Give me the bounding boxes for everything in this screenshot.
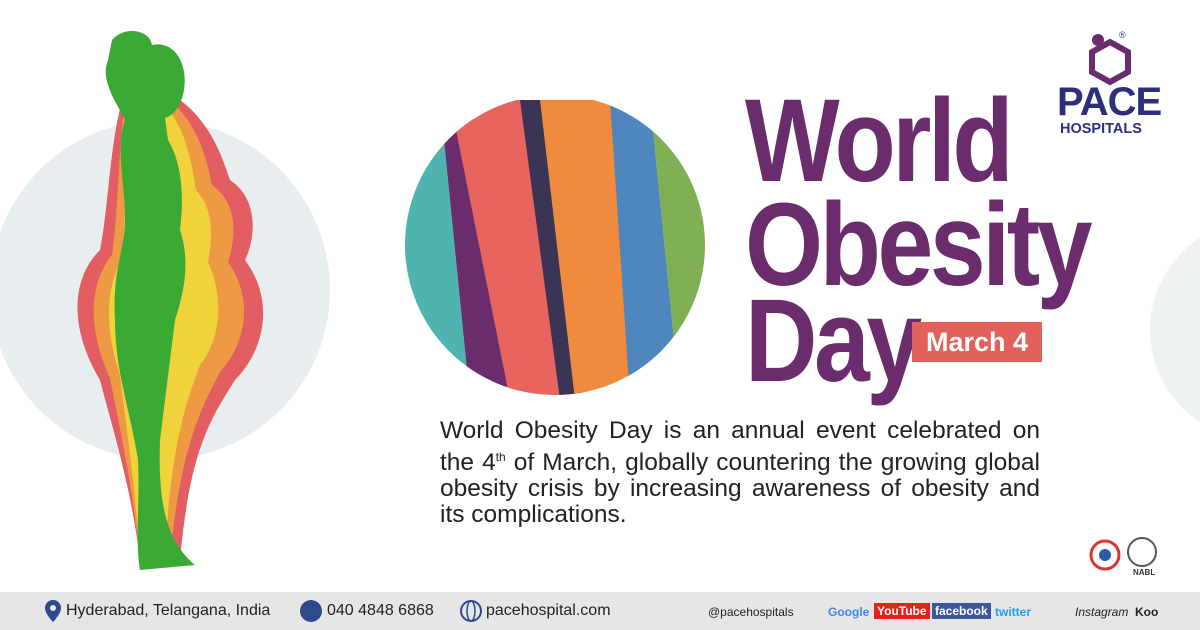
title-line: Day <box>745 275 922 407</box>
social: YouTube <box>874 603 930 619</box>
artwork <box>0 30 1200 571</box>
social: Google <box>828 605 870 619</box>
logo-name: PACE <box>1057 80 1162 124</box>
pin-icon <box>45 600 61 622</box>
title-line: World <box>745 75 1014 207</box>
social: twitter <box>995 605 1031 619</box>
website: pacehospital.com <box>486 602 611 619</box>
handle: @pacehospitals <box>708 605 794 619</box>
badge-label: NABL <box>1133 568 1156 577</box>
phone: 040 4848 6868 <box>327 602 434 619</box>
text: World Obesity Day is an annual event cel… <box>440 417 1040 477</box>
social: Koo <box>1135 605 1159 619</box>
title-line: Obesity <box>745 179 1093 311</box>
globe-icon <box>460 600 482 622</box>
footer: Hyderabad, Telangana, India 040 4848 686… <box>0 592 1200 630</box>
logo-mark: ® <box>1119 30 1126 40</box>
superscript: th <box>495 450 506 464</box>
social: Instagram <box>1075 605 1129 619</box>
description: World Obesity Day is an annual event cel… <box>440 417 1040 529</box>
location: Hyderabad, Telangana, India <box>66 602 271 619</box>
logo-subtitle: HOSPITALS <box>1060 121 1142 137</box>
social: facebook <box>932 603 991 619</box>
phone-icon <box>300 600 322 622</box>
date-badge: March 4 <box>912 322 1042 362</box>
text: of March, globally countering the growin… <box>440 449 1040 529</box>
